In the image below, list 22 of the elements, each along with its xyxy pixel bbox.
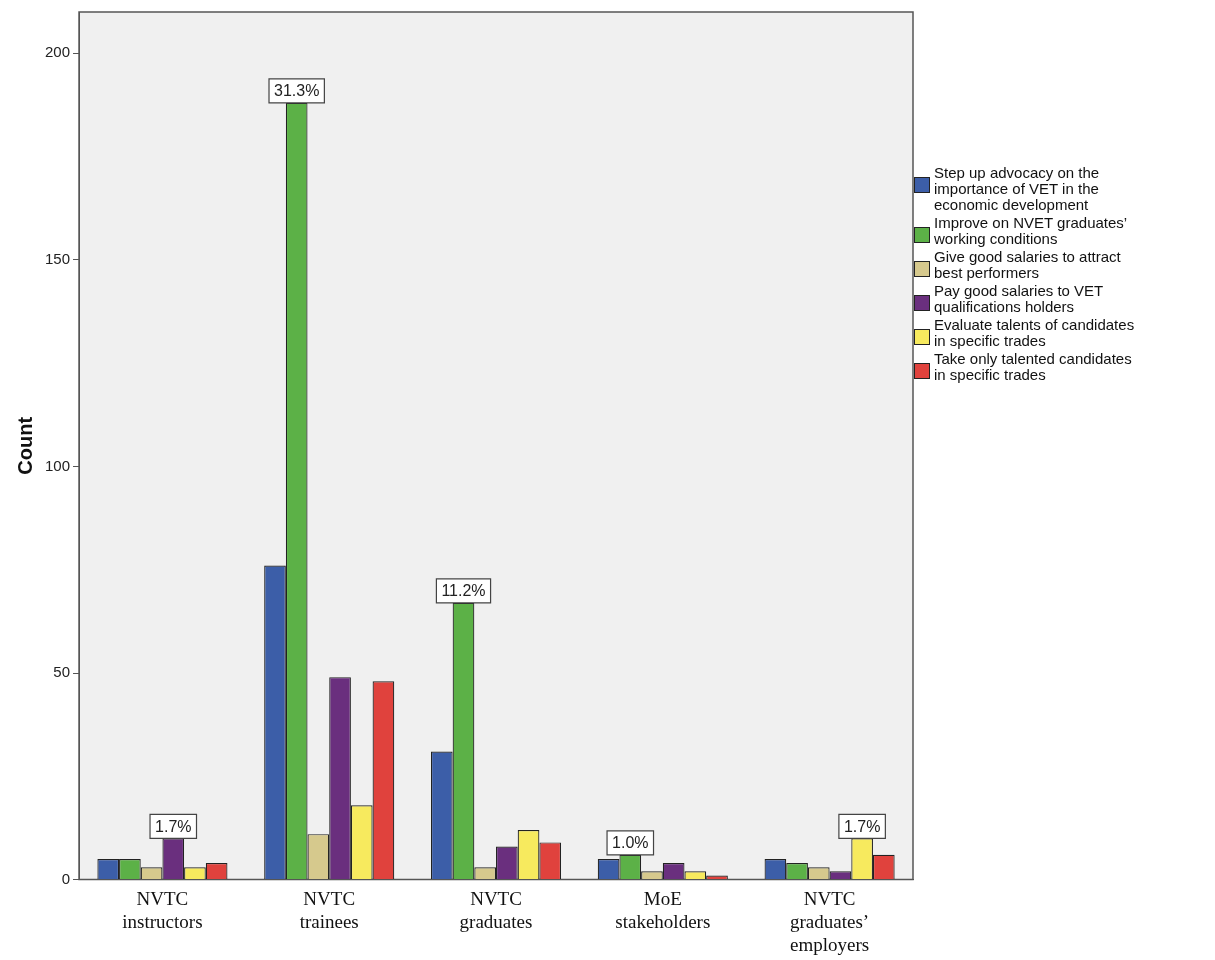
y-axis-title: Count	[13, 416, 36, 475]
y-tick-label: 100	[45, 456, 71, 474]
x-tick-label: NVTC graduates	[459, 887, 533, 932]
annotation: 1.0%	[612, 834, 649, 852]
legend-label: Take only talented candidates in specific trades	[934, 350, 1133, 383]
legend-label: Pay good salaries to VET qualifications holders	[934, 282, 1104, 315]
y-tick-label: 150	[45, 250, 71, 268]
legend-label: Improve on NVET graduates’ working conditions	[934, 214, 1128, 247]
x-tick-label: NVTC graduates’ employers	[790, 887, 870, 955]
x-tick-label: NVTC instructors	[122, 887, 203, 932]
annotation: 31.3%	[274, 82, 320, 100]
y-tick-label: 200	[45, 43, 71, 61]
y-tick-label: 50	[53, 663, 71, 681]
annotation: 1.7%	[155, 817, 192, 835]
annotation: 1.7%	[843, 817, 881, 835]
annotation: 11.2%	[441, 582, 486, 600]
legend-label: Step up advocacy on the importance of VET in the economic development	[934, 164, 1101, 213]
x-tick-label: MoE stakeholders	[615, 887, 711, 932]
legend-label: Evaluate talents of candidates in specific trades	[934, 316, 1136, 349]
x-tick-label: NVTC trainees	[299, 887, 359, 932]
legend-label: Give good salaries to attract best performers	[934, 248, 1122, 281]
y-tick-label: 0	[61, 869, 71, 887]
